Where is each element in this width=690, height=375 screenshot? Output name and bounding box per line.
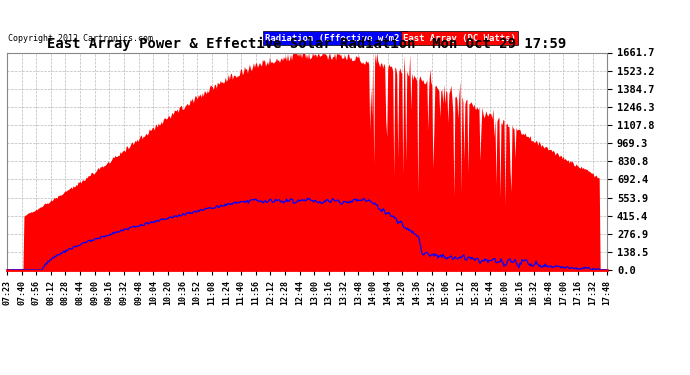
Text: Radiation (Effective w/m2): Radiation (Effective w/m2) xyxy=(265,34,405,43)
Text: Copyright 2012 Cartronics.com: Copyright 2012 Cartronics.com xyxy=(8,34,152,43)
Title: East Array Power & Effective Solar Radiation  Mon Oct 29 17:59: East Array Power & Effective Solar Radia… xyxy=(48,37,566,51)
Text: East Array (DC Watts): East Array (DC Watts) xyxy=(403,34,516,43)
